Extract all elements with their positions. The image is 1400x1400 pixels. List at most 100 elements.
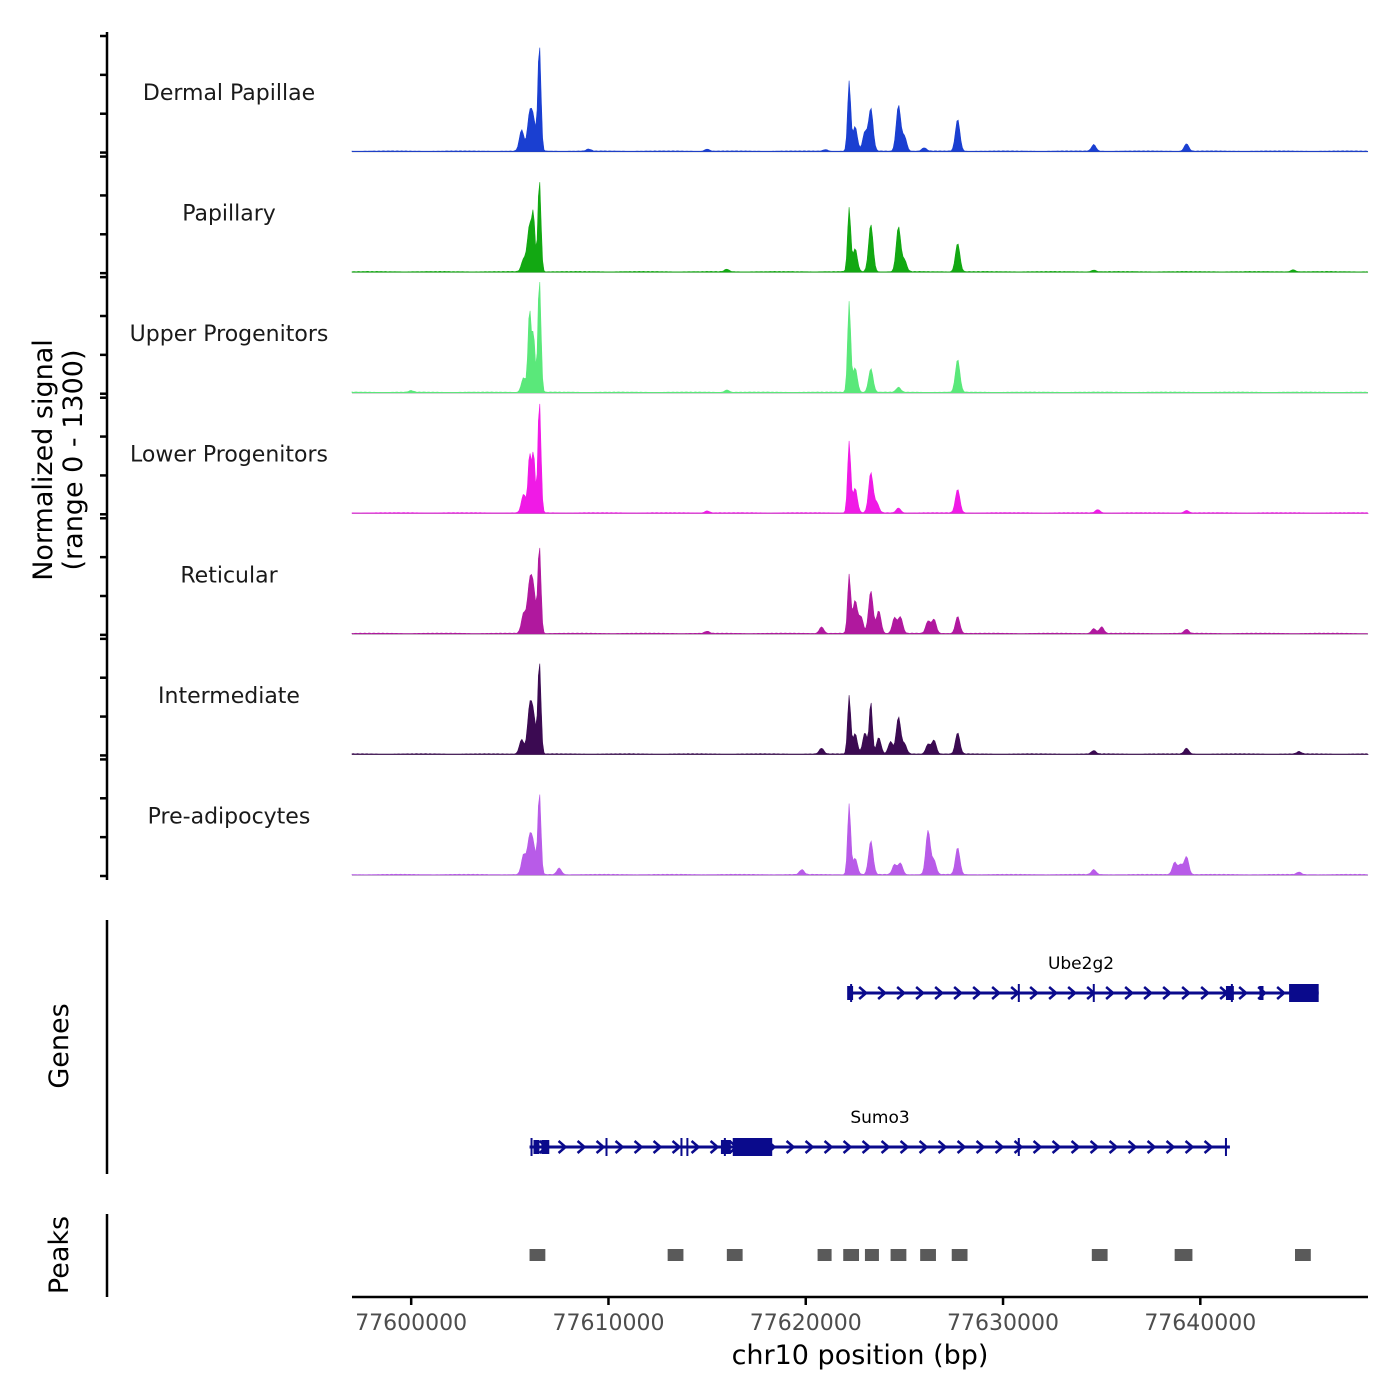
track-pre-adipocytes: Pre-adipocytes [148,794,1369,876]
strand-chevron [595,1140,606,1154]
strand-chevron [880,1140,891,1154]
x-axis: 77600000 77610000 77620000 77630000 77640000 [352,1295,1368,1336]
strand-chevron [953,986,964,1000]
strand-chevron [690,1140,701,1154]
strand-chevron [1165,1140,1176,1154]
peak-region [529,1249,546,1261]
gene-ube2g2: Ube2g2 [847,954,1319,1002]
strand-chevron [991,986,1002,1000]
strand-chevron [972,986,983,1000]
strand-chevron [1051,1140,1062,1154]
track-label: Intermediate [158,684,300,709]
peak-region [667,1249,684,1261]
strand-chevron [1032,1140,1043,1154]
exon-block [732,1138,773,1156]
peak-region [920,1249,936,1261]
strand-chevron [877,986,888,1000]
strand-chevron [785,1140,796,1154]
strand-chevron [1029,986,1040,1000]
strand-chevron [633,1140,644,1154]
strand-chevron [557,1140,568,1154]
x-tick-label: 77610000 [552,1311,664,1336]
strand-chevron [1127,1140,1138,1154]
peak-region [890,1249,907,1261]
peak-region [1295,1249,1311,1261]
x-tick-label: 77620000 [750,1311,862,1336]
track-upper-progenitors: Upper Progenitors [130,281,1369,394]
strand-chevron [1124,986,1135,1000]
gene-label: Sumo3 [850,1108,909,1128]
peak-region [951,1249,968,1261]
track-label: Lower Progenitors [130,443,328,468]
strand-chevron [671,1140,682,1154]
signal-ylabel-line1: Normalized signal [28,339,59,581]
strand-chevron [1184,1140,1195,1154]
strand-chevron [937,1140,948,1154]
track-reticular: Reticular [180,547,1369,635]
strand-chevron [975,1140,986,1154]
gene-sumo3: Sumo3 [529,1108,1230,1156]
exon-block [720,1140,731,1154]
peak-region [1174,1249,1193,1261]
strand-chevron [1203,1140,1214,1154]
strand-chevron [858,986,869,1000]
strand-chevron [614,1140,625,1154]
x-tick-label: 77600000 [355,1311,467,1336]
track-lower-progenitors: Lower Progenitors [130,403,1369,514]
strand-chevron [899,1140,910,1154]
track-signal-area [351,794,1369,876]
strand-chevron [823,1140,834,1154]
exon-block [1225,986,1234,1000]
genes-panel: Ube2g2 Sumo3 [105,920,1319,1174]
peaks-ylabel: Peaks [44,1216,75,1294]
strand-chevron [934,986,945,1000]
track-label: Dermal Papillae [143,81,315,106]
strand-chevron [915,986,926,1000]
strand-chevron [1048,986,1059,1000]
strand-chevron [861,1140,872,1154]
strand-chevron [709,1140,720,1154]
x-axis-label: chr10 position (bp) [732,1340,989,1371]
exon-block [1259,986,1264,1000]
strand-chevron [804,1140,815,1154]
strand-chevron [1108,1140,1119,1154]
peak-region [864,1249,879,1261]
track-signal-area [351,182,1369,273]
strand-chevron [994,1140,1005,1154]
track-signal-area [351,663,1369,755]
peak-region [726,1249,743,1261]
strand-chevron [576,1140,587,1154]
exon-block [847,986,854,1000]
strand-chevron [842,1140,853,1154]
exon-block [1289,984,1319,1002]
x-tick-label: 77640000 [1144,1311,1256,1336]
strand-chevron [1146,1140,1157,1154]
strand-chevron [1070,1140,1081,1154]
strand-chevron [1067,986,1078,1000]
track-label: Pre-adipocytes [148,804,311,829]
track-signal-area [351,403,1369,514]
strand-chevron [1089,1140,1100,1154]
strand-chevron [1200,986,1211,1000]
peak-region [1091,1249,1108,1261]
signal-panel: Dermal Papillae Papillary Upper Progenitor… [100,32,1369,880]
strand-chevron [1238,986,1249,1000]
exon-block [533,1140,540,1154]
signal-ylabel-line2: (range 0 - 1300) [58,350,89,571]
strand-chevron [1276,986,1287,1000]
track-signal-area [351,281,1369,394]
strand-chevron [1013,1140,1024,1154]
track-signal-area [351,547,1369,635]
strand-chevron [652,1140,663,1154]
gene-label: Ube2g2 [1048,954,1114,974]
strand-chevron [956,1140,967,1154]
exon-block [541,1140,550,1154]
peaks-panel [105,1214,1311,1297]
track-label: Upper Progenitors [130,322,329,347]
strand-chevron [1162,986,1173,1000]
peak-region [817,1249,832,1261]
strand-chevron [1143,986,1154,1000]
peak-region [843,1249,860,1261]
strand-chevron [918,1140,929,1154]
